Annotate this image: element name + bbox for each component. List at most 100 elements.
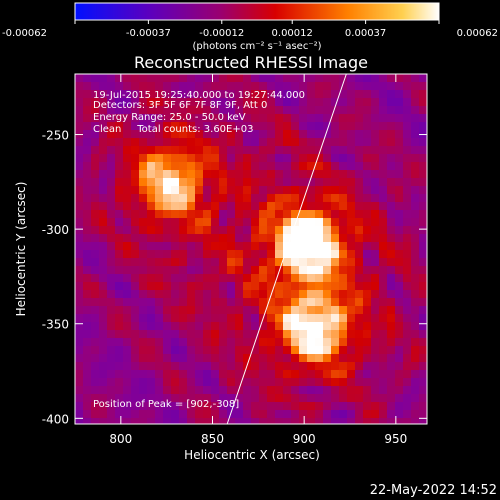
heatmap-cell xyxy=(155,74,163,82)
heatmap-cell xyxy=(83,186,91,194)
heatmap-cell xyxy=(99,322,107,330)
heatmap-cell xyxy=(307,250,315,258)
heatmap-cell xyxy=(403,314,411,322)
heatmap-cell xyxy=(235,178,243,186)
heatmap-cell xyxy=(163,338,171,346)
heatmap-cell xyxy=(363,202,371,210)
heatmap-cell xyxy=(99,314,107,322)
heatmap-cell xyxy=(291,386,299,394)
heatmap-cell xyxy=(395,322,403,330)
heatmap-cell xyxy=(259,106,267,114)
heatmap-cell xyxy=(395,330,403,338)
heatmap-cell xyxy=(267,74,275,82)
heatmap-cell xyxy=(267,354,275,362)
heatmap-cell xyxy=(283,130,291,138)
heatmap-cell xyxy=(227,186,235,194)
heatmap-cell xyxy=(395,146,403,154)
heatmap-cell xyxy=(219,354,227,362)
heatmap-cell xyxy=(251,386,259,394)
heatmap-cell xyxy=(371,322,379,330)
heatmap-cell xyxy=(187,210,195,218)
heatmap-cell xyxy=(75,266,83,274)
heatmap-cell xyxy=(235,402,243,410)
heatmap-cell xyxy=(275,178,283,186)
heatmap-cell xyxy=(203,258,211,266)
heatmap-cell xyxy=(379,210,387,218)
heatmap-cell xyxy=(323,138,331,146)
heatmap-cell xyxy=(363,338,371,346)
heatmap-cell xyxy=(195,274,203,282)
heatmap-cell xyxy=(379,74,387,82)
heatmap-cell xyxy=(355,386,363,394)
heatmap-cell xyxy=(355,186,363,194)
heatmap-cell xyxy=(147,338,155,346)
heatmap-cell xyxy=(187,298,195,306)
heatmap-cell xyxy=(339,202,347,210)
heatmap-cell xyxy=(195,122,203,130)
heatmap-cell xyxy=(155,378,163,386)
annotation-energy: Energy Range: 25.0 - 50.0 keV xyxy=(93,112,246,123)
heatmap-cell xyxy=(395,370,403,378)
heatmap-cell xyxy=(347,162,355,170)
heatmap-cell xyxy=(379,354,387,362)
heatmap-cell xyxy=(219,250,227,258)
heatmap-cell xyxy=(259,154,267,162)
heatmap-cell xyxy=(339,386,347,394)
heatmap-cell xyxy=(139,266,147,274)
heatmap-cell xyxy=(355,162,363,170)
heatmap-cell xyxy=(323,162,331,170)
heatmap-cell xyxy=(363,90,371,98)
heatmap-cell xyxy=(179,98,187,106)
heatmap-cell xyxy=(147,362,155,370)
heatmap-cell xyxy=(147,210,155,218)
heatmap-cell xyxy=(339,330,347,338)
heatmap-cell xyxy=(355,306,363,314)
heatmap-cell xyxy=(107,186,115,194)
heatmap-cell xyxy=(195,306,203,314)
heatmap-cell xyxy=(331,242,339,250)
heatmap-cell xyxy=(171,146,179,154)
heatmap-cell xyxy=(363,106,371,114)
heatmap-cell xyxy=(75,178,83,186)
heatmap-cell xyxy=(235,346,243,354)
heatmap-cell xyxy=(299,330,307,338)
heatmap-cell xyxy=(275,282,283,290)
heatmap-cell xyxy=(163,178,171,186)
heatmap-cell xyxy=(355,226,363,234)
heatmap-cell xyxy=(187,370,195,378)
heatmap-cell xyxy=(291,394,299,402)
heatmap-cell xyxy=(219,210,227,218)
heatmap-cell xyxy=(259,330,267,338)
heatmap-cell xyxy=(227,74,235,82)
heatmap-cell xyxy=(419,274,427,282)
heatmap-cell xyxy=(187,122,195,130)
heatmap-cell xyxy=(195,322,203,330)
heatmap-cell xyxy=(379,338,387,346)
heatmap-cell xyxy=(171,378,179,386)
heatmap-cell xyxy=(203,194,211,202)
heatmap-cell xyxy=(219,298,227,306)
heatmap-cell xyxy=(331,402,339,410)
heatmap-cell xyxy=(195,226,203,234)
heatmap-cell xyxy=(379,122,387,130)
heatmap-cell xyxy=(115,338,123,346)
heatmap-cell xyxy=(347,418,355,424)
heatmap-cell xyxy=(275,74,283,82)
heatmap-cell xyxy=(107,90,115,98)
heatmap-cell xyxy=(115,210,123,218)
heatmap-cell xyxy=(211,202,219,210)
heatmap-cell xyxy=(315,370,323,378)
heatmap-cell xyxy=(83,122,91,130)
heatmap-cell xyxy=(115,130,123,138)
heatmap-cell xyxy=(291,418,299,424)
heatmap-cell xyxy=(323,362,331,370)
heatmap-cell xyxy=(387,290,395,298)
heatmap-cell xyxy=(131,290,139,298)
heatmap-cell xyxy=(291,290,299,298)
heatmap-cell xyxy=(291,306,299,314)
heatmap-cell xyxy=(339,186,347,194)
heatmap-cell xyxy=(211,162,219,170)
heatmap-cell xyxy=(387,306,395,314)
heatmap-cell xyxy=(123,146,131,154)
heatmap-cell xyxy=(291,354,299,362)
